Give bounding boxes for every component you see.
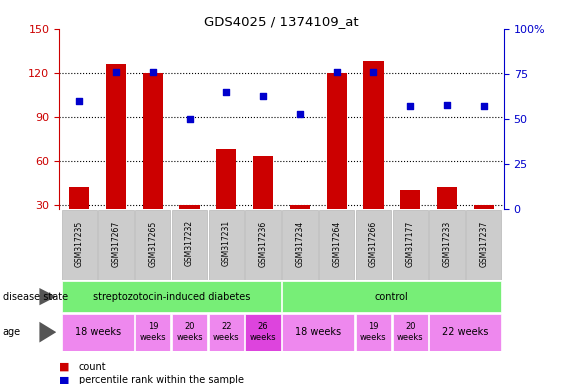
Text: GSM317265: GSM317265 [148, 220, 157, 266]
Bar [209, 210, 244, 280]
Text: 19
weeks: 19 weeks [140, 323, 166, 342]
Bar [282, 314, 354, 351]
Text: GSM317267: GSM317267 [111, 220, 120, 266]
Point [296, 111, 305, 117]
Point [258, 93, 267, 99]
Text: GSM317236: GSM317236 [258, 220, 267, 266]
Point [406, 103, 415, 109]
Text: GSM317264: GSM317264 [332, 220, 341, 266]
Bar [253, 156, 273, 249]
Point [75, 98, 84, 104]
Text: disease state: disease state [3, 291, 68, 302]
Point [443, 101, 452, 108]
Text: GSM317237: GSM317237 [479, 220, 488, 266]
Title: GDS4025 / 1374109_at: GDS4025 / 1374109_at [204, 15, 359, 28]
Text: 18 weeks: 18 weeks [75, 327, 121, 337]
Bar [429, 314, 501, 351]
Text: GSM317235: GSM317235 [75, 220, 84, 266]
Text: ■: ■ [59, 375, 73, 384]
Point [369, 69, 378, 75]
Polygon shape [39, 322, 56, 343]
Bar [392, 210, 428, 280]
Bar [290, 205, 310, 249]
Text: ■: ■ [59, 362, 73, 372]
Bar [62, 210, 97, 280]
Text: GSM317232: GSM317232 [185, 220, 194, 266]
Point [111, 69, 120, 75]
Text: 20
weeks: 20 weeks [397, 323, 423, 342]
Point [332, 69, 341, 75]
Bar [216, 149, 236, 249]
Text: age: age [3, 327, 21, 337]
Bar [356, 314, 391, 351]
Bar [172, 314, 207, 351]
Bar [62, 281, 281, 312]
Text: percentile rank within the sample: percentile rank within the sample [79, 375, 244, 384]
Bar [319, 210, 354, 280]
Text: control: control [375, 291, 409, 302]
Bar [392, 314, 428, 351]
Text: GSM317177: GSM317177 [406, 220, 415, 266]
Bar [99, 210, 134, 280]
Bar [135, 210, 171, 280]
Text: 26
weeks: 26 weeks [250, 323, 276, 342]
Text: 19
weeks: 19 weeks [360, 323, 387, 342]
Bar [437, 187, 457, 249]
Point [222, 89, 231, 95]
Bar [106, 64, 126, 249]
Bar [209, 314, 244, 351]
Text: GSM317233: GSM317233 [443, 220, 452, 266]
Point [148, 69, 157, 75]
Text: count: count [79, 362, 106, 372]
Text: GSM317266: GSM317266 [369, 220, 378, 266]
Bar [143, 73, 163, 249]
Bar [400, 190, 420, 249]
Bar [245, 314, 281, 351]
Bar [282, 210, 318, 280]
Text: 20
weeks: 20 weeks [176, 323, 203, 342]
Bar [327, 73, 347, 249]
Bar [363, 61, 383, 249]
Polygon shape [39, 288, 56, 305]
Text: 18 weeks: 18 weeks [295, 327, 341, 337]
Text: streptozotocin-induced diabetes: streptozotocin-induced diabetes [92, 291, 250, 302]
Bar [356, 210, 391, 280]
Bar [282, 281, 501, 312]
Point [185, 116, 194, 122]
Bar [466, 210, 501, 280]
Bar [180, 205, 200, 249]
Text: 22
weeks: 22 weeks [213, 323, 240, 342]
Bar [172, 210, 207, 280]
Bar [429, 210, 464, 280]
Bar [62, 314, 134, 351]
Text: GSM317231: GSM317231 [222, 220, 231, 266]
Text: 22 weeks: 22 weeks [442, 327, 489, 337]
Text: GSM317234: GSM317234 [296, 220, 305, 266]
Bar [245, 210, 281, 280]
Point [479, 103, 488, 109]
Bar [69, 187, 90, 249]
Bar [473, 205, 494, 249]
Bar [135, 314, 171, 351]
